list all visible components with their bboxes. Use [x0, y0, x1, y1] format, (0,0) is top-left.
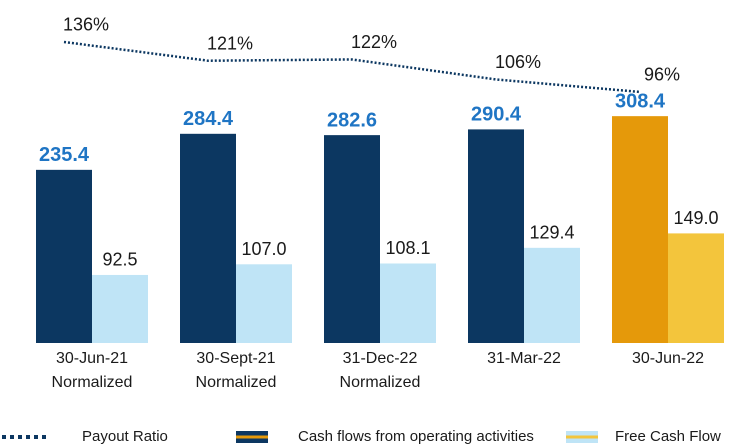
data-label: 290.4	[471, 104, 522, 126]
legend-label: Free Cash Flow	[615, 428, 721, 445]
bar	[468, 129, 524, 343]
data-label: 308.4	[615, 90, 666, 112]
legend-icon	[236, 435, 268, 439]
bar	[180, 133, 236, 343]
data-label: 129.4	[529, 223, 574, 243]
bar	[324, 135, 380, 343]
data-label: 282.6	[327, 109, 377, 131]
data-label: 136%	[63, 15, 109, 35]
data-label: 284.4	[183, 108, 234, 130]
data-label: 107.0	[241, 239, 286, 259]
line	[63, 40, 641, 94]
bar	[668, 233, 724, 343]
data-label: 122%	[351, 32, 397, 52]
bar	[524, 247, 580, 343]
x-tick-label: 30-Jun-22	[631, 350, 705, 367]
x-tick-label: 31-Mar-22	[487, 350, 561, 367]
legend-label: Payout Ratio	[82, 428, 168, 445]
bar	[236, 264, 292, 343]
x-tick-label: 30-Sept-21 Normalized	[195, 350, 277, 391]
bar	[92, 274, 148, 343]
legend-label: Cash flows from operating activities	[298, 428, 534, 445]
data-label: 108.1	[385, 238, 430, 258]
bar	[612, 116, 668, 343]
x-tick-label: 30-Jun-21 Normalized	[51, 350, 133, 391]
data-label: 96%	[644, 65, 680, 85]
x-tick-label: 31-Dec-22 Normalized	[339, 350, 421, 391]
data-label: 235.4	[39, 144, 90, 166]
data-label: 106%	[495, 52, 541, 72]
data-label: 92.5	[102, 250, 137, 270]
legend-icon	[566, 435, 598, 439]
data-label: 149.0	[673, 208, 718, 228]
data-label: 121%	[207, 33, 253, 53]
bar	[380, 263, 436, 343]
bar	[36, 169, 92, 343]
